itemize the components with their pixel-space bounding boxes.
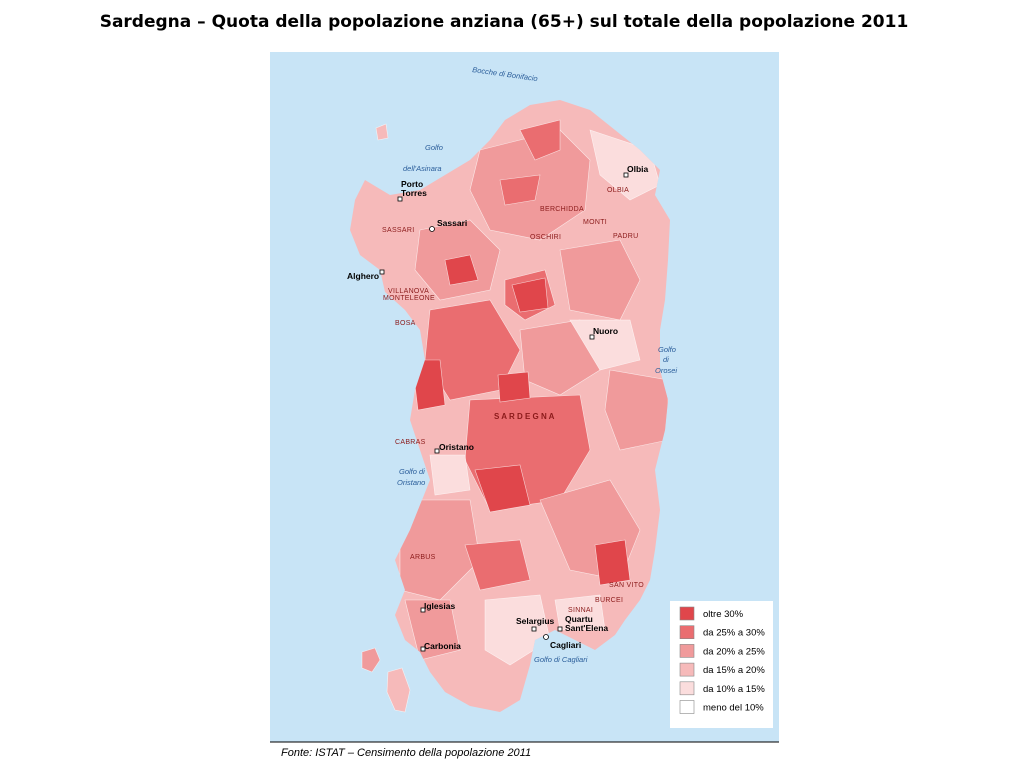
region-label: S A R D E G N A bbox=[494, 412, 555, 421]
place-marker bbox=[420, 607, 426, 613]
place-label: Oristano bbox=[439, 442, 474, 452]
place-label: Nuoro bbox=[593, 326, 618, 336]
place-marker bbox=[434, 448, 440, 454]
place-label: Cagliari bbox=[550, 640, 581, 650]
place-marker bbox=[623, 172, 629, 178]
place-label: Sant'Elena bbox=[565, 623, 608, 633]
water-label: Golfo di bbox=[399, 467, 425, 476]
region-area bbox=[519, 319, 601, 396]
municipality-label: PADRU bbox=[613, 233, 638, 240]
legend-swatch bbox=[679, 625, 695, 640]
source: Fonte: ISTAT – Censimento della popolazi… bbox=[281, 747, 531, 759]
legend-label: da 10% a 15% bbox=[703, 684, 765, 695]
legend-label: da 25% a 30% bbox=[703, 628, 765, 639]
title: Sardegna – Quota della popolazione anzia… bbox=[100, 12, 909, 32]
legend-label: meno del 10% bbox=[703, 703, 764, 714]
region-area bbox=[429, 454, 471, 496]
place-label: Sassari bbox=[437, 218, 467, 228]
legend-label: da 15% a 20% bbox=[703, 665, 765, 676]
place-label: Alghero bbox=[347, 271, 379, 281]
place-label: Selargius bbox=[516, 616, 555, 626]
municipality-label: MONTI bbox=[583, 219, 607, 226]
legend: oltre 30% da 25% a 30% da 20% a 25% da 15% … bbox=[670, 601, 773, 728]
place-label: Torres bbox=[401, 188, 427, 198]
region-area bbox=[499, 174, 541, 206]
municipality-label: BOSA bbox=[395, 320, 416, 327]
region-area bbox=[464, 539, 531, 591]
region-area bbox=[511, 277, 549, 313]
place-marker bbox=[543, 634, 549, 640]
region-area bbox=[519, 119, 561, 161]
region-area bbox=[497, 371, 531, 403]
municipality-label: ARBUS bbox=[410, 554, 436, 561]
municipality-label: MONTELEONE bbox=[383, 295, 435, 302]
place-marker bbox=[379, 269, 385, 275]
water-label: dell'Asinara bbox=[403, 164, 442, 173]
place-markers bbox=[379, 172, 629, 652]
legend-swatch bbox=[679, 662, 695, 677]
map: Porto Torres Sassari Olbia Alghero Nuoro… bbox=[270, 52, 779, 743]
place-marker bbox=[429, 226, 435, 232]
legend-label: da 20% a 25% bbox=[703, 646, 765, 657]
region-area bbox=[594, 539, 631, 586]
island bbox=[386, 667, 411, 713]
water-label: Golfo bbox=[658, 345, 676, 354]
place-marker bbox=[531, 626, 537, 632]
place-label: Iglesias bbox=[424, 601, 455, 611]
region-area bbox=[404, 599, 461, 661]
legend-swatch bbox=[679, 681, 695, 696]
water-label: Oristano bbox=[397, 478, 425, 487]
region-area bbox=[569, 319, 641, 371]
island bbox=[375, 123, 389, 141]
legend-label: oltre 30% bbox=[703, 609, 744, 620]
municipality-label: CABRAS bbox=[395, 439, 426, 446]
region-area bbox=[399, 499, 481, 601]
place-label: Carbonia bbox=[424, 641, 461, 651]
region-area bbox=[474, 464, 531, 513]
region-area bbox=[559, 239, 641, 321]
municipality-label: OLBIA bbox=[607, 187, 629, 194]
place-label: Olbia bbox=[627, 164, 649, 174]
island bbox=[361, 647, 381, 673]
water-label: di bbox=[663, 355, 669, 364]
municipality-label: OSCHIRI bbox=[530, 234, 561, 241]
legend-swatch bbox=[679, 606, 695, 621]
municipality-label: SASSARI bbox=[382, 227, 414, 234]
municipality-label: BURCEI bbox=[595, 597, 623, 604]
region-area bbox=[604, 369, 669, 451]
water-label: Orosei bbox=[655, 366, 677, 375]
place-marker bbox=[589, 334, 595, 340]
water-label: Golfo di Cagliari bbox=[534, 655, 588, 664]
municipality-label: SINNAI bbox=[568, 607, 593, 614]
place-marker bbox=[557, 626, 563, 632]
municipality-label: BERCHIDDA bbox=[540, 206, 584, 213]
place-label: Quartu bbox=[565, 614, 593, 624]
municipality-label: VILLANOVA bbox=[388, 288, 429, 295]
region-area bbox=[444, 254, 479, 286]
region-area bbox=[554, 594, 606, 631]
municipality-label: SAN VITO bbox=[609, 582, 644, 589]
place-marker bbox=[420, 646, 426, 652]
place-label: Porto bbox=[401, 179, 423, 189]
legend-swatch bbox=[679, 700, 695, 714]
place-marker bbox=[397, 196, 403, 202]
legend-swatch bbox=[679, 644, 695, 658]
water-label: Golfo bbox=[425, 143, 443, 152]
